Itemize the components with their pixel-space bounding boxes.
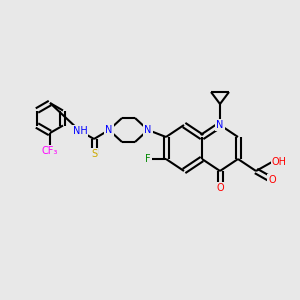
- Text: N: N: [216, 120, 224, 130]
- Text: NH: NH: [73, 126, 87, 136]
- Text: S: S: [91, 149, 97, 159]
- Text: O: O: [268, 175, 276, 185]
- Text: CF₃: CF₃: [42, 146, 58, 156]
- Text: F: F: [145, 154, 151, 164]
- Text: N: N: [105, 125, 113, 135]
- Text: N: N: [144, 125, 152, 135]
- Text: O: O: [216, 183, 224, 193]
- Text: OH: OH: [272, 157, 287, 167]
